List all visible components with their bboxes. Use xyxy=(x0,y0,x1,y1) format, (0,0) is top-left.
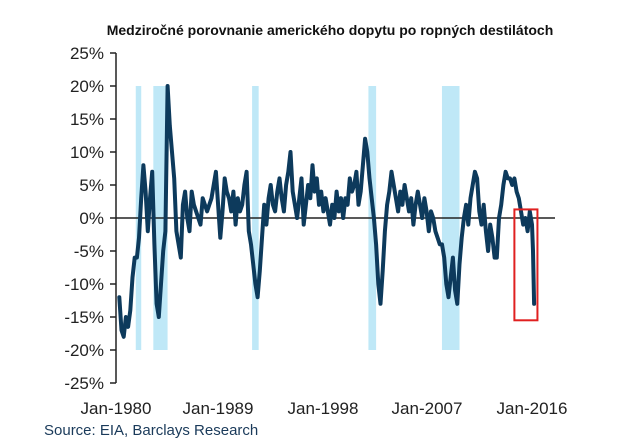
y-tick-label: 20% xyxy=(70,77,104,96)
y-tick-label: 10% xyxy=(70,143,104,162)
y-tick-label: -5% xyxy=(74,242,104,261)
y-tick-label: 15% xyxy=(70,110,104,129)
x-tick-label: Jan-2007 xyxy=(392,399,463,418)
series-line xyxy=(117,84,537,339)
y-tick-label: 25% xyxy=(70,44,104,63)
y-axis-ticks: 25% 20% 15% 10% 5% 0% -5% -10% -15% -20% -25% xyxy=(64,44,116,393)
x-tick-label: Jan-2016 xyxy=(497,399,568,418)
source-note: Source: EIA, Barclays Research xyxy=(44,422,259,439)
highlight-box xyxy=(513,208,539,322)
y-tick-label: 5% xyxy=(79,176,104,195)
y-tick-label: -15% xyxy=(64,308,104,327)
y-tick-label: -20% xyxy=(64,341,104,360)
y-tick-label: -10% xyxy=(64,275,104,294)
x-tick-label: Jan-1980 xyxy=(81,399,152,418)
x-axis-ticks: Jan-1980 Jan-1989 Jan-1998 Jan-2007 Jan-2016 xyxy=(81,399,568,418)
x-tick-label: Jan-1998 xyxy=(288,399,359,418)
chart-title: Medziročné porovnanie amerického dopytu … xyxy=(106,22,554,38)
y-tick-label: 0% xyxy=(79,209,104,228)
x-tick-label: Jan-1989 xyxy=(183,399,254,418)
y-tick-label: -25% xyxy=(64,374,104,393)
